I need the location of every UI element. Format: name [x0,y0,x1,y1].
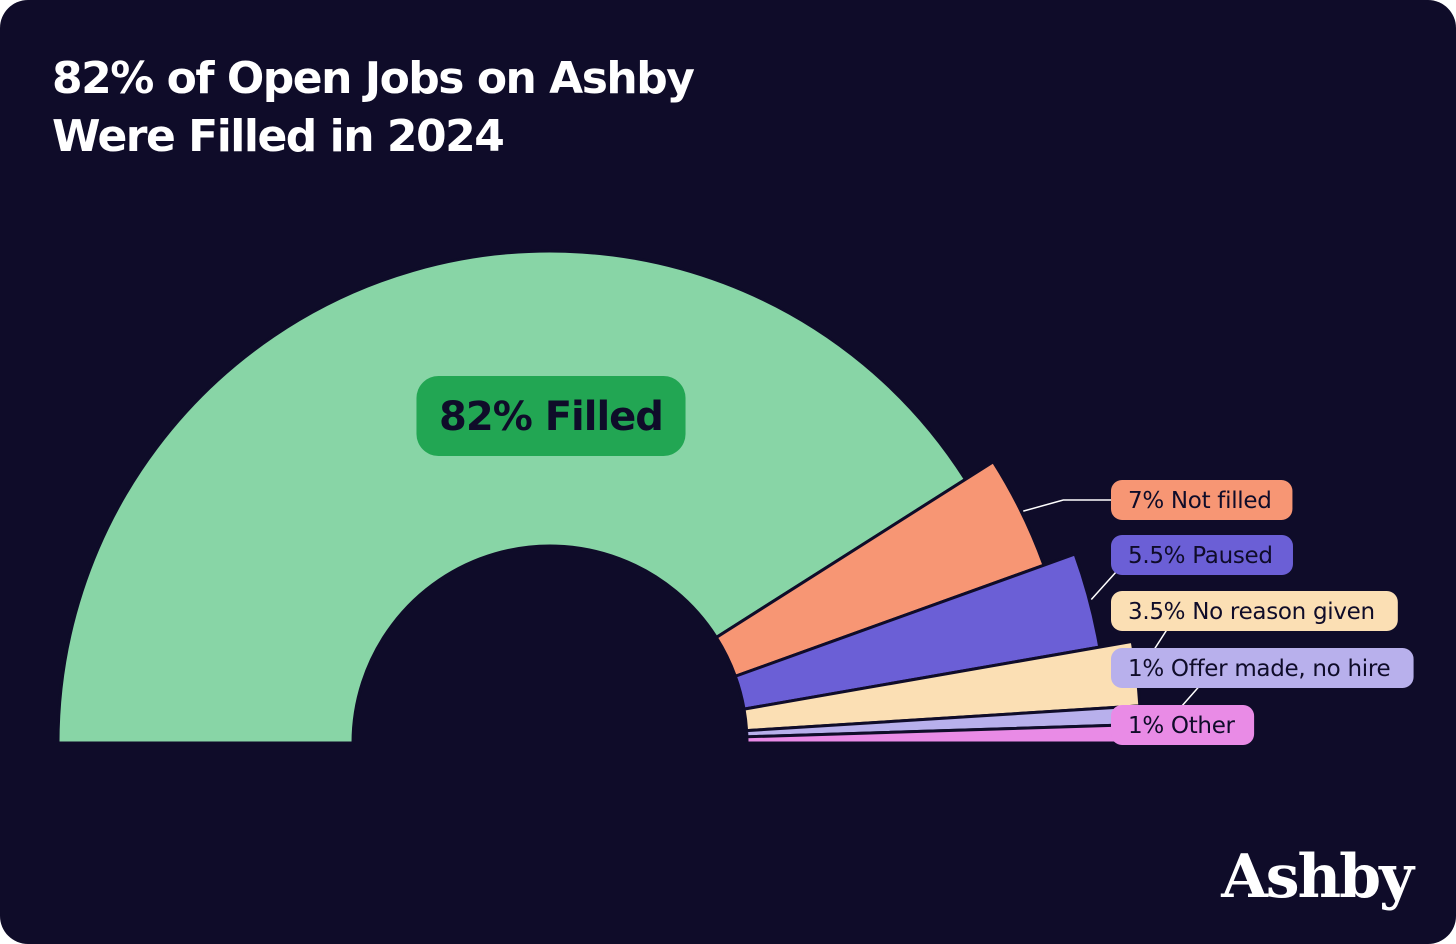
slice-label-4: 1% Offer made, no hire [1128,656,1390,682]
label-badge-5 [1111,705,1255,745]
chart-title: 82% of Open Jobs on Ashby Were Filled in… [52,50,695,166]
slice-label-0: 82% Filled [439,394,663,440]
leader-line-1 [1023,499,1111,512]
label-badge-3 [1111,591,1398,631]
chart-title-line-1: 82% of Open Jobs on Ashby [52,53,695,104]
slice-0 [56,249,967,745]
label-badge-0 [416,376,686,456]
slice-label-1: 7% Not filled [1128,488,1272,514]
label-badge-4 [1111,648,1414,688]
slice-label-2: 5.5% Paused [1128,543,1273,569]
slice-label-5: 1% Other [1128,713,1236,739]
label-badge-1 [1111,480,1293,520]
label-badge-2 [1111,535,1293,575]
chart-title-line-2: Were Filled in 2024 [52,111,505,162]
slice-label-3: 3.5% No reason given [1128,599,1375,625]
ashby-logo: Ashby [1221,842,1414,912]
